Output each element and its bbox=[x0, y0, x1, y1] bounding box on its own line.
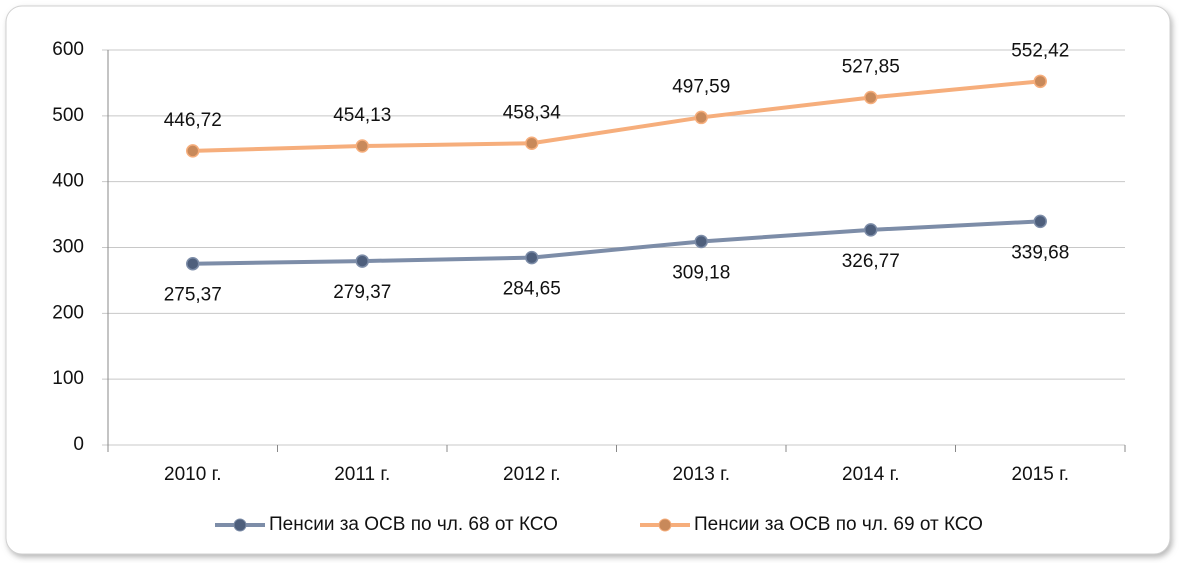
marker bbox=[1033, 214, 1047, 229]
y-tick-label: 200 bbox=[52, 302, 84, 323]
chart-frame bbox=[5, 5, 1171, 555]
y-tick-label: 0 bbox=[73, 434, 84, 455]
marker bbox=[1033, 74, 1047, 89]
marker bbox=[864, 223, 878, 237]
marker bbox=[694, 234, 708, 249]
value-label: 454,13 bbox=[333, 105, 391, 126]
x-tick-label: 2010 г. bbox=[164, 464, 221, 485]
value-label: 458,34 bbox=[503, 102, 562, 123]
marker bbox=[694, 110, 708, 125]
value-label: 552,42 bbox=[1011, 40, 1069, 61]
x-tick-label: 2011 г. bbox=[334, 464, 390, 485]
marker bbox=[864, 90, 878, 105]
value-label: 339,68 bbox=[1011, 242, 1069, 263]
marker bbox=[525, 136, 539, 151]
y-tick-label: 100 bbox=[52, 368, 84, 389]
y-tick-label: 600 bbox=[52, 39, 84, 60]
value-label: 309,18 bbox=[672, 262, 730, 283]
legend-marker bbox=[233, 518, 247, 532]
x-tick-label: 2015 г. bbox=[1012, 464, 1069, 485]
marker bbox=[355, 139, 369, 153]
x-tick-label: 2013 г. bbox=[673, 464, 730, 485]
y-tick-label: 500 bbox=[52, 105, 84, 126]
y-tick-label: 300 bbox=[52, 237, 84, 258]
marker bbox=[355, 254, 369, 268]
marker bbox=[186, 256, 200, 271]
value-label: 279,37 bbox=[333, 282, 391, 303]
x-tick-label: 2012 г. bbox=[503, 464, 560, 485]
series-line bbox=[192, 219, 1041, 266]
marker bbox=[186, 144, 200, 158]
value-label: 446,72 bbox=[164, 110, 222, 131]
value-label: 527,85 bbox=[842, 57, 900, 78]
y-tick-label: 400 bbox=[52, 171, 84, 192]
legend-marker bbox=[658, 518, 672, 532]
x-tick-label: 2014 г. bbox=[842, 464, 899, 485]
legend-label: Пенсии за ОСВ по чл. 69 от КСО bbox=[694, 514, 983, 535]
legend-label: Пенсии за ОСВ по чл. 68 от КСО bbox=[269, 514, 558, 535]
value-label: 284,65 bbox=[503, 279, 561, 300]
marker bbox=[525, 250, 539, 265]
value-label: 497,59 bbox=[672, 76, 730, 97]
series-line bbox=[192, 79, 1041, 153]
value-label: 326,77 bbox=[842, 251, 900, 272]
value-label: 275,37 bbox=[164, 285, 222, 306]
